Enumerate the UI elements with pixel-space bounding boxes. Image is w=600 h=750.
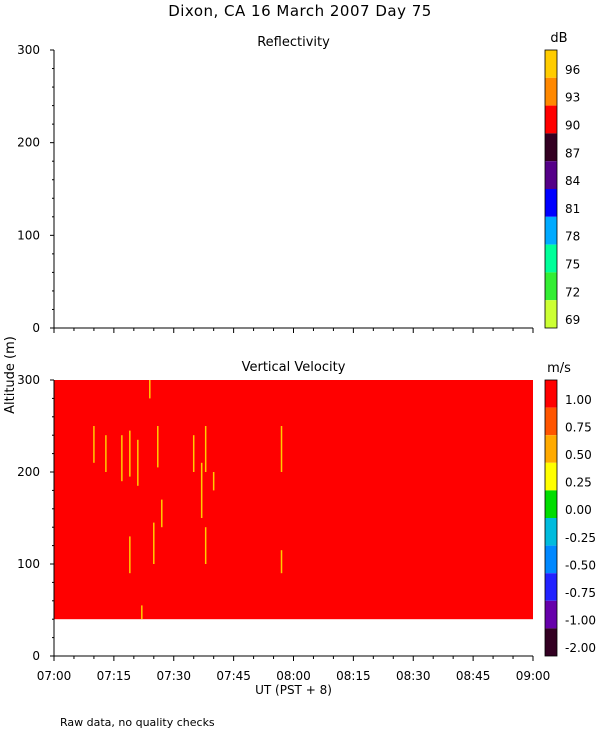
velocity-streak bbox=[153, 522, 155, 564]
colorbar-tick-label: 0.50 bbox=[565, 448, 592, 462]
colorbar-frame bbox=[544, 379, 558, 657]
velocity-streak bbox=[204, 527, 207, 564]
colorbar-tick-label: 87 bbox=[565, 146, 580, 160]
colorbar-tick-label: 1.00 bbox=[565, 393, 592, 407]
colorbar-tick-label: -2.00 bbox=[565, 641, 596, 655]
velocity-streak bbox=[121, 435, 123, 482]
colorbar-swatch bbox=[545, 380, 557, 408]
y-tick-label: 100 bbox=[17, 228, 40, 242]
velocity-streak bbox=[141, 605, 143, 620]
colorbar-swatch bbox=[545, 105, 557, 134]
colorbar-tick-label: 75 bbox=[565, 258, 580, 272]
colorbar-tick-label: 69 bbox=[565, 313, 580, 327]
colorbar-tick-label: 0.75 bbox=[565, 420, 592, 434]
colorbar-swatch bbox=[545, 407, 557, 436]
velocity-streak bbox=[149, 380, 151, 399]
velocity-streak bbox=[93, 426, 95, 463]
velocity-streak bbox=[157, 426, 159, 468]
x-tick-label: 07:45 bbox=[216, 669, 251, 683]
x-tick-label: 07:15 bbox=[97, 669, 132, 683]
colorbar-swatch bbox=[545, 133, 557, 162]
panel-title: Reflectivity bbox=[257, 35, 330, 50]
velocity-streak bbox=[280, 550, 283, 574]
x-axis-label: UT (PST + 8) bbox=[255, 683, 332, 697]
velocity-streak bbox=[137, 439, 139, 486]
velocity-streak bbox=[280, 426, 283, 472]
colorbar-swatch bbox=[545, 77, 557, 106]
colorbar-tick-label: 90 bbox=[565, 119, 580, 133]
colorbar-unit: dB bbox=[550, 31, 567, 46]
main-title: Dixon, CA 16 March 2007 Day 75 bbox=[168, 2, 432, 20]
y-tick-label: 0 bbox=[32, 649, 40, 663]
colorbar-tick-label: 96 bbox=[565, 63, 580, 77]
colorbar-unit: m/s bbox=[547, 361, 571, 376]
colorbar-swatch bbox=[545, 545, 557, 574]
x-tick-label: 09:00 bbox=[516, 669, 551, 683]
panel-title: Vertical Velocity bbox=[242, 360, 346, 375]
velocity-streak bbox=[204, 426, 207, 472]
y-axis-label: Altitude (m) bbox=[3, 336, 18, 414]
velocity-streak bbox=[129, 536, 131, 574]
colorbar-tick-label: 81 bbox=[565, 202, 580, 216]
y-tick-label: 200 bbox=[17, 465, 40, 479]
x-tick-label: 08:45 bbox=[456, 669, 491, 683]
y-tick-label: 300 bbox=[17, 43, 40, 57]
velocity-streak bbox=[161, 499, 163, 528]
colorbar-tick-label: -0.50 bbox=[565, 558, 596, 572]
x-tick-label: 07:30 bbox=[156, 669, 191, 683]
colorbar-tick-label: 0.00 bbox=[565, 503, 592, 517]
colorbar-swatch bbox=[545, 300, 557, 328]
colorbar-swatch bbox=[545, 518, 557, 546]
x-tick-label: 08:00 bbox=[276, 669, 311, 683]
colorbar-tick-label: 84 bbox=[565, 174, 580, 188]
velocity-streak bbox=[200, 462, 203, 518]
colorbar-swatch bbox=[545, 490, 557, 518]
y-tick-label: 100 bbox=[17, 557, 40, 571]
colorbar-swatch bbox=[545, 435, 557, 463]
colorbar-swatch bbox=[545, 600, 557, 629]
colorbar-tick-label: -0.75 bbox=[565, 586, 596, 600]
velocity-field bbox=[54, 380, 533, 620]
x-tick-label: 07:00 bbox=[37, 669, 72, 683]
footer-note: Raw data, no quality checks bbox=[60, 716, 215, 729]
velocity-streak bbox=[192, 435, 195, 472]
colorbar-tick-label: 93 bbox=[565, 91, 580, 105]
colorbar-tick-label: 72 bbox=[565, 285, 580, 299]
velocity-streak bbox=[129, 430, 131, 477]
colorbar-tick-label: 0.25 bbox=[565, 476, 592, 490]
colorbar-tick-label: -0.25 bbox=[565, 531, 596, 545]
y-tick-label: 200 bbox=[17, 136, 40, 150]
colorbar-tick-label: -1.00 bbox=[565, 614, 596, 628]
colorbar-swatch bbox=[545, 573, 557, 601]
y-tick-label: 300 bbox=[17, 373, 40, 387]
colorbar-frame bbox=[544, 49, 558, 329]
colorbar-swatch bbox=[545, 161, 557, 189]
x-tick-label: 08:30 bbox=[396, 669, 431, 683]
y-tick-label: 0 bbox=[32, 321, 40, 335]
velocity-streak bbox=[105, 435, 107, 472]
colorbar-tick-label: 78 bbox=[565, 230, 580, 244]
velocity-streak bbox=[212, 472, 215, 491]
x-tick-label: 08:15 bbox=[336, 669, 371, 683]
colorbar-swatch bbox=[545, 189, 557, 217]
colorbar-swatch bbox=[545, 628, 557, 656]
colorbar-swatch bbox=[545, 272, 557, 301]
colorbar-swatch bbox=[545, 244, 557, 273]
colorbar-swatch bbox=[545, 50, 557, 78]
colorbar-swatch bbox=[545, 462, 557, 491]
colorbar-swatch bbox=[545, 216, 557, 245]
